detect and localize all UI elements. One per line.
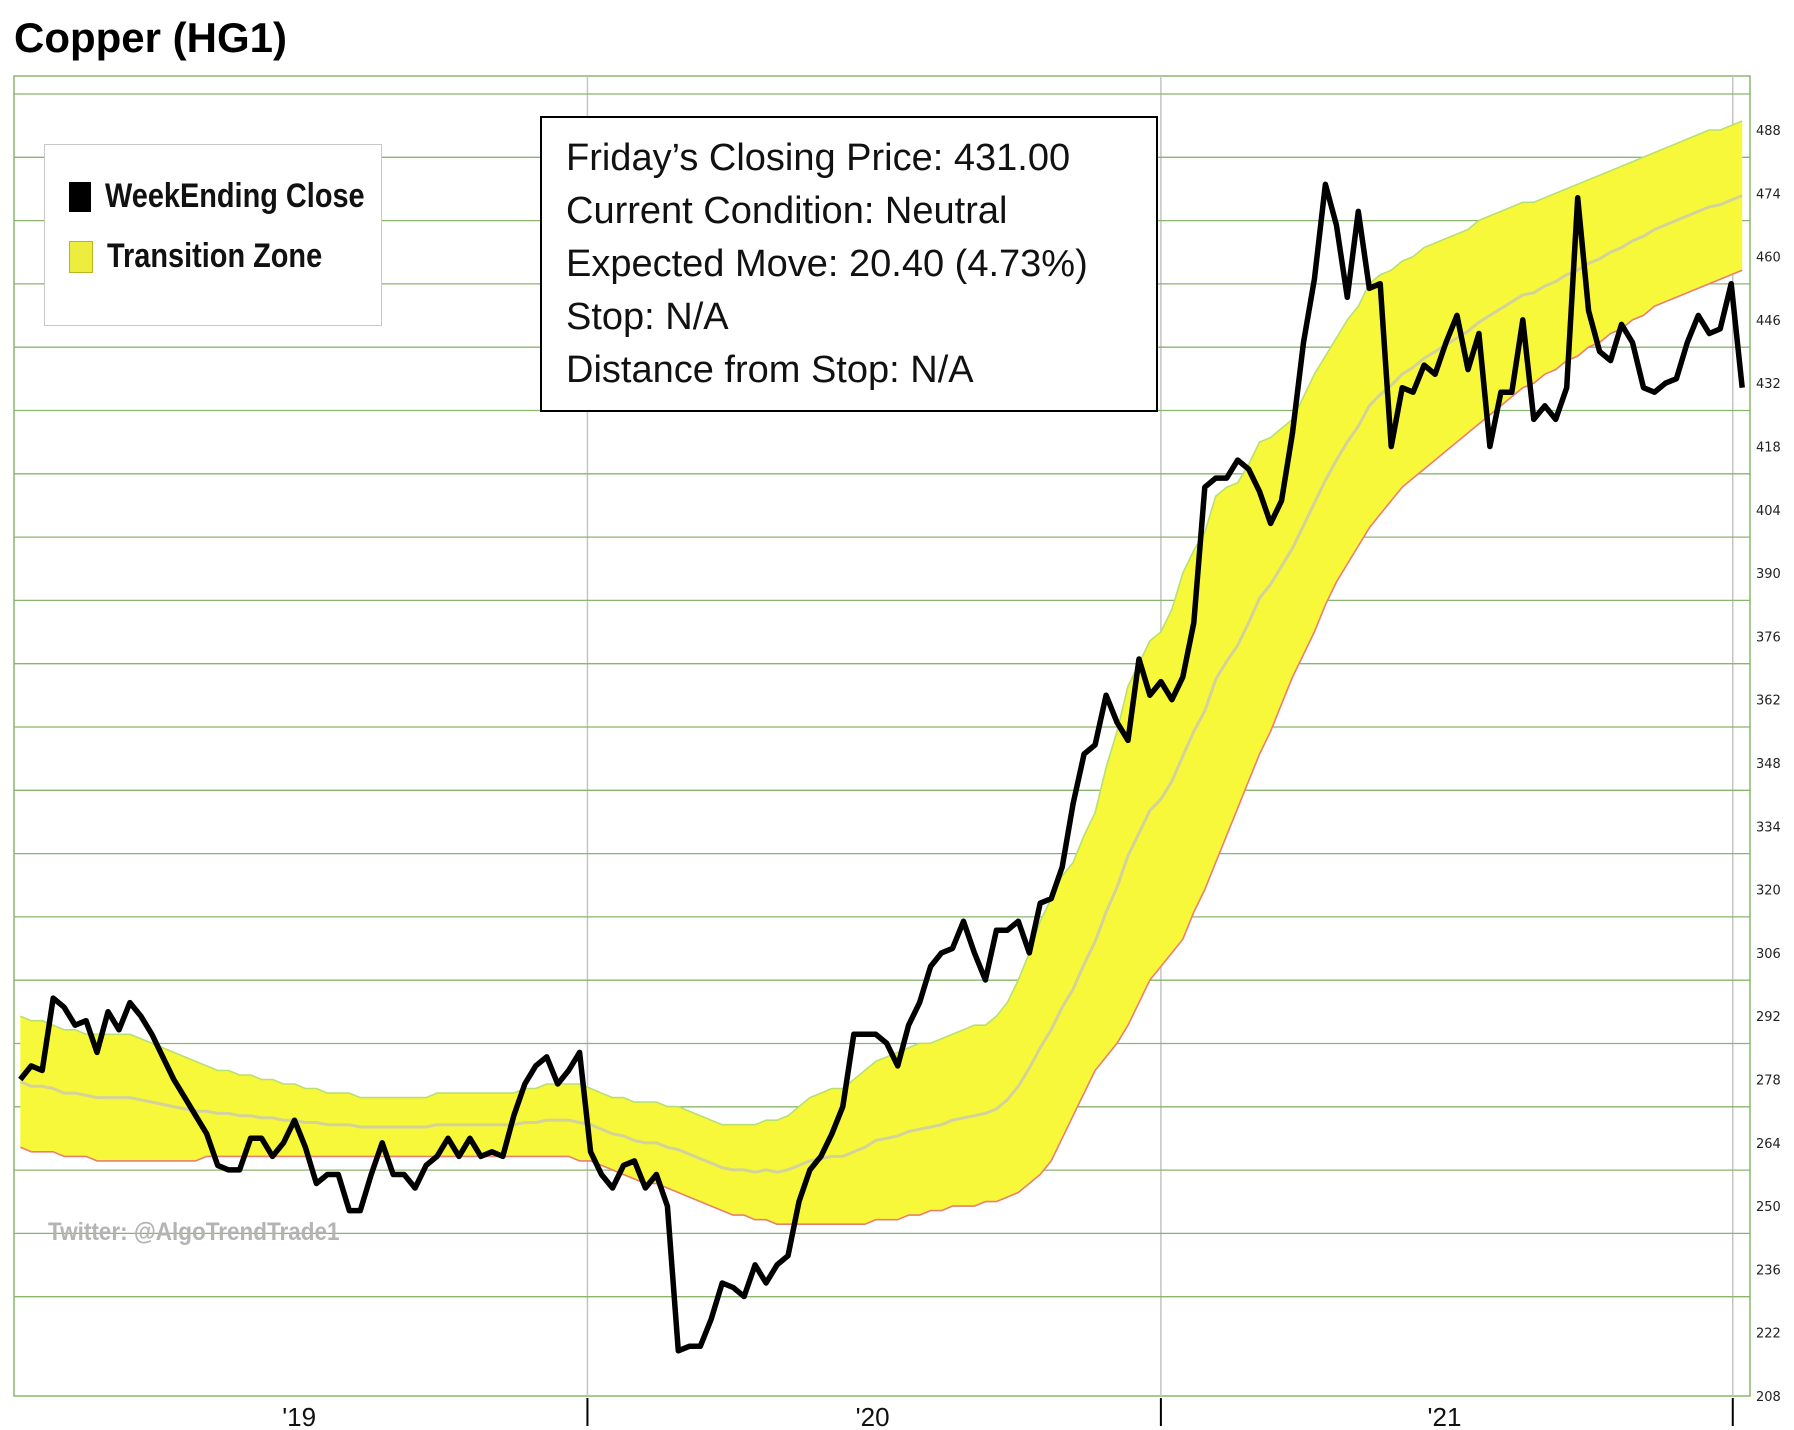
legend: WeekEnding Close Transition Zone (44, 144, 382, 326)
legend-swatch-close (69, 181, 91, 212)
x-tick-label: '20 (856, 1402, 890, 1430)
y-tick-label: 250 (1756, 1200, 1781, 1215)
y-tick-label: 460 (1756, 251, 1781, 266)
stop-line: Stop: N/A (566, 296, 729, 338)
y-tick-label: 222 (1756, 1327, 1781, 1342)
legend-item-zone: Transition Zone (69, 237, 360, 276)
x-tick-labels: '19 '20 '21 (282, 1402, 1461, 1430)
legend-swatch-zone (69, 240, 93, 273)
y-tick-label: 390 (1756, 567, 1781, 582)
weekending-close-line (18, 181, 1745, 1354)
y-tick-label: 446 (1756, 314, 1781, 329)
y-tick-label: 418 (1756, 441, 1781, 456)
y-tick-label: 376 (1756, 630, 1781, 645)
y-tick-label: 362 (1756, 694, 1781, 709)
y-tick-label: 320 (1756, 884, 1781, 899)
distance-from-stop-line: Distance from Stop: N/A (566, 349, 974, 391)
watermark: Twitter: @AlgoTrendTrade1 (48, 1218, 340, 1246)
transition-zone-upper-edge (19, 120, 1743, 1126)
y-tick-label: 264 (1756, 1137, 1781, 1152)
expected-move-line: Expected Move: 20.40 (4.73%) (566, 243, 1088, 285)
y-tick-label: 474 (1756, 187, 1781, 202)
chart-title: Copper (HG1) (14, 14, 287, 61)
legend-label-zone: Transition Zone (107, 237, 323, 275)
x-tick-label: '21 (1428, 1402, 1462, 1430)
y-tick-label: 334 (1756, 820, 1781, 835)
y-tick-label: 348 (1756, 757, 1781, 772)
y-tick-label: 488 (1756, 124, 1781, 139)
y-tick-label: 432 (1756, 377, 1781, 392)
legend-label-close: WeekEnding Close (105, 177, 365, 215)
y-tick-label: 292 (1756, 1010, 1781, 1025)
x-tick-label: '19 (282, 1402, 316, 1430)
y-tick-label: 236 (1756, 1263, 1781, 1278)
info-box: Friday’s Closing Price: 431.00 Current C… (540, 116, 1158, 412)
condition-line: Current Condition: Neutral (566, 190, 1008, 232)
legend-item-close: WeekEnding Close (69, 177, 410, 216)
price-series (18, 181, 1745, 1354)
y-tick-label: 306 (1756, 947, 1781, 962)
closing-price-line: Friday’s Closing Price: 431.00 (566, 137, 1071, 179)
y-tick-label: 278 (1756, 1074, 1781, 1089)
transition-zone-midline (19, 194, 1743, 1174)
transition-zone-band (20, 121, 1743, 1225)
y-tick-labels: 208 222 236 250 264 278 292 306 320 334 348 362 376 3… (1756, 124, 1781, 1405)
y-tick-label: 404 (1756, 504, 1781, 519)
y-tick-label: 208 (1756, 1390, 1781, 1405)
